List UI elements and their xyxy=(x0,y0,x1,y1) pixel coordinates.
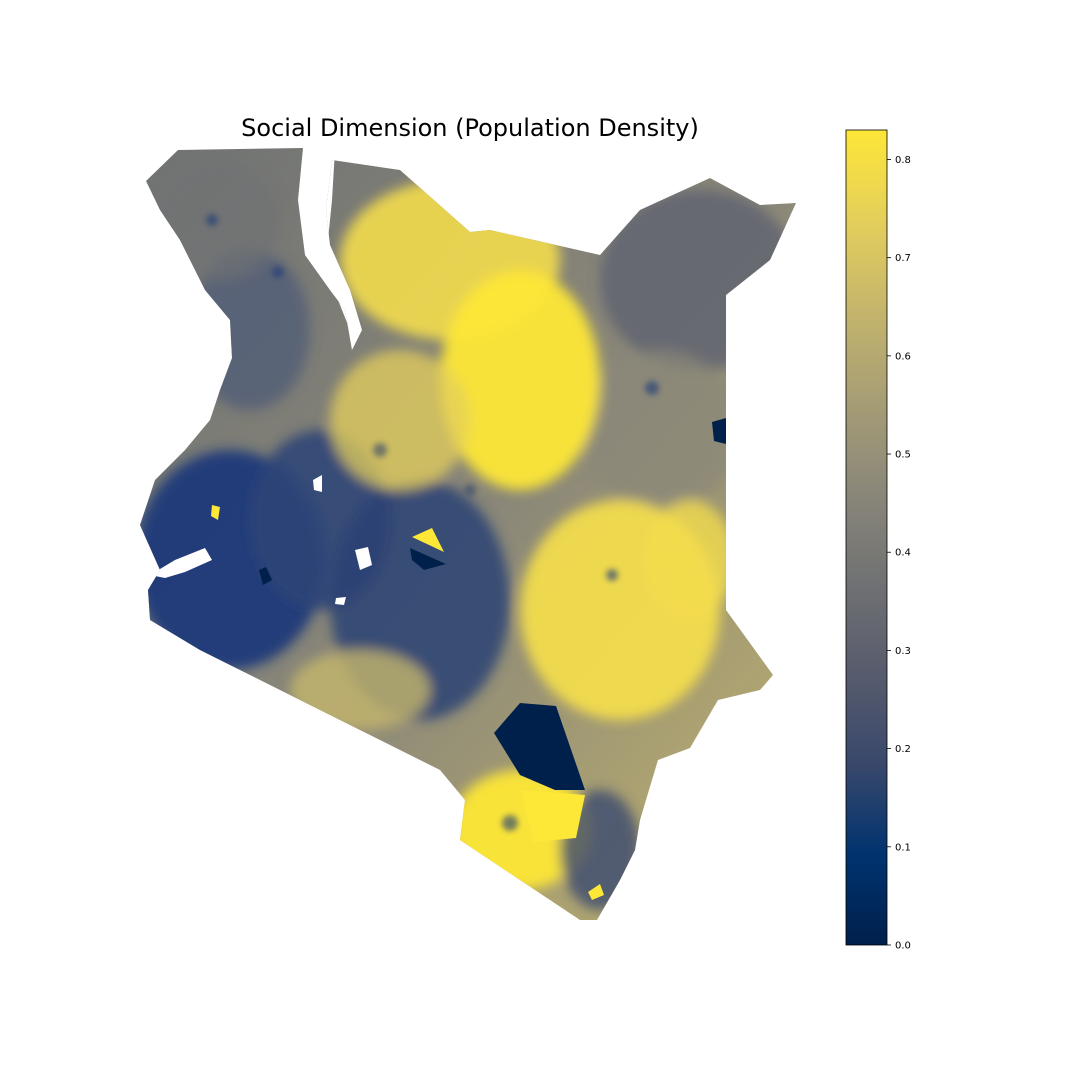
colorbar-gradient xyxy=(845,129,888,946)
map-title: Social Dimension (Population Density) xyxy=(241,114,699,142)
colorbar-tick-label: 0.0 xyxy=(895,941,911,952)
colorbar-tick-label: 0.2 xyxy=(895,744,911,755)
colorbar-tick-label: 0.6 xyxy=(895,351,911,362)
colorbar-tick-label: 0.4 xyxy=(895,548,911,559)
colorbar: 0.0 0.1 0.2 0.3 0.4 0.5 0.6 0.7 0.8 xyxy=(845,129,911,952)
colorbar-tick-label: 0.3 xyxy=(895,646,911,657)
kenya-map xyxy=(140,148,796,920)
colorbar-tick-label: 0.5 xyxy=(895,450,911,461)
colorbar-tick-label: 0.1 xyxy=(895,842,911,853)
colorbar-ticks: 0.0 0.1 0.2 0.3 0.4 0.5 0.6 0.7 0.8 xyxy=(887,155,911,952)
colorbar-tick-label: 0.8 xyxy=(895,155,911,166)
colorbar-tick-label: 0.7 xyxy=(895,253,911,264)
